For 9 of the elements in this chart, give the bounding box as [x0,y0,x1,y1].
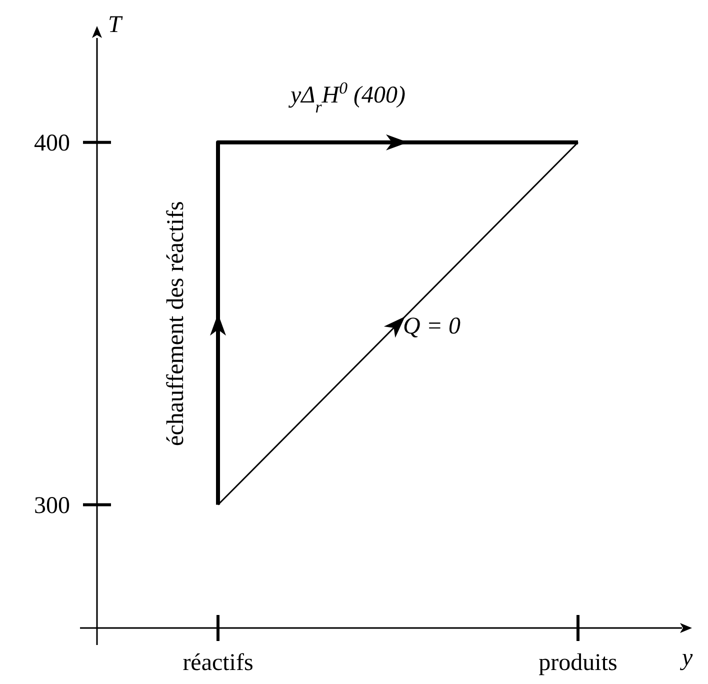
y-tick-label: 300 [34,492,70,519]
y-tick-label: 400 [34,130,70,156]
y-axis-title: T [108,12,123,38]
annotation: yΔ$_{r}$H$^{0}$ (400) [288,78,406,116]
annotation: Q = 0 [403,314,461,340]
x-tick-label: réactifs [182,650,254,676]
annotation: échauffement des réactifs [163,201,189,446]
x-tick-label: produits [538,650,618,676]
x-axis-title: y [680,645,693,671]
